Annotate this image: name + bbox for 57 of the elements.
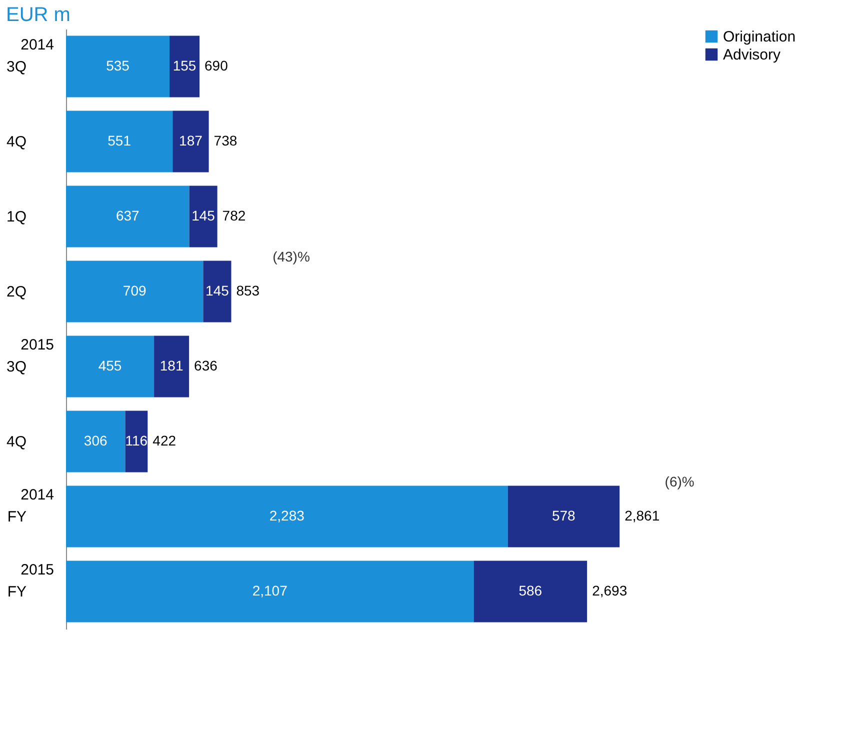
bar <box>508 486 620 548</box>
bar <box>66 186 190 248</box>
text: 2014 <box>20 36 54 54</box>
data-label: 637 <box>116 208 140 224</box>
data-label: 709 <box>122 282 146 298</box>
total-label: 2,861 <box>624 508 660 524</box>
data-label: 187 <box>179 132 203 148</box>
text: 2015 <box>20 336 54 354</box>
data-label: 455 <box>98 358 122 374</box>
total-label: 636 <box>194 358 218 374</box>
data-label: 535 <box>106 58 130 74</box>
bar <box>66 36 170 98</box>
data-label: 116 <box>125 432 148 448</box>
total-label: 422 <box>152 432 176 448</box>
bar <box>172 110 209 172</box>
data-label: 2,283 <box>269 508 305 524</box>
y-tick-label: 1Q <box>6 208 26 226</box>
bar <box>66 410 126 472</box>
data-label: 145 <box>192 208 216 224</box>
bar <box>125 410 148 472</box>
bar <box>154 336 190 398</box>
y-tick-label: FY <box>7 508 26 526</box>
bar <box>66 260 204 322</box>
data-label: 145 <box>206 282 230 298</box>
y-tick-label: 3Q <box>6 358 26 376</box>
bar <box>170 36 200 98</box>
data-label: 181 <box>160 358 184 374</box>
bar <box>189 186 218 248</box>
data-label: 155 <box>172 58 196 74</box>
text: (6)% <box>664 474 694 490</box>
y-tick-label: 3Q <box>6 58 26 76</box>
bar <box>66 110 173 172</box>
y-tick-label: 4Q <box>6 134 26 150</box>
total-label: 2,693 <box>592 582 628 598</box>
legend-label: Advisory <box>723 46 782 64</box>
data-label: 2,107 <box>252 582 288 598</box>
data-label: 551 <box>108 132 132 148</box>
bar <box>66 336 154 398</box>
chart-title: EUR m <box>6 4 70 26</box>
total-label: 853 <box>236 282 260 298</box>
annotation: (43)% <box>272 248 310 264</box>
data-label: 306 <box>84 432 108 448</box>
data-label: 586 <box>518 582 542 598</box>
total-label: 782 <box>222 208 246 224</box>
bar <box>474 560 588 622</box>
total-label: 690 <box>204 58 228 74</box>
y-tick-label: 2Q <box>6 284 26 300</box>
data-label: 578 <box>552 508 576 524</box>
bar <box>66 486 508 548</box>
legend-label: Origination <box>723 28 796 46</box>
bar <box>66 560 474 622</box>
bar <box>203 260 232 322</box>
text: 2014 <box>20 486 54 504</box>
y-tick-label: 4Q <box>6 434 26 450</box>
total-label: 738 <box>214 132 238 148</box>
text: 2015 <box>20 562 54 578</box>
y-tick-label: FY <box>7 584 26 600</box>
